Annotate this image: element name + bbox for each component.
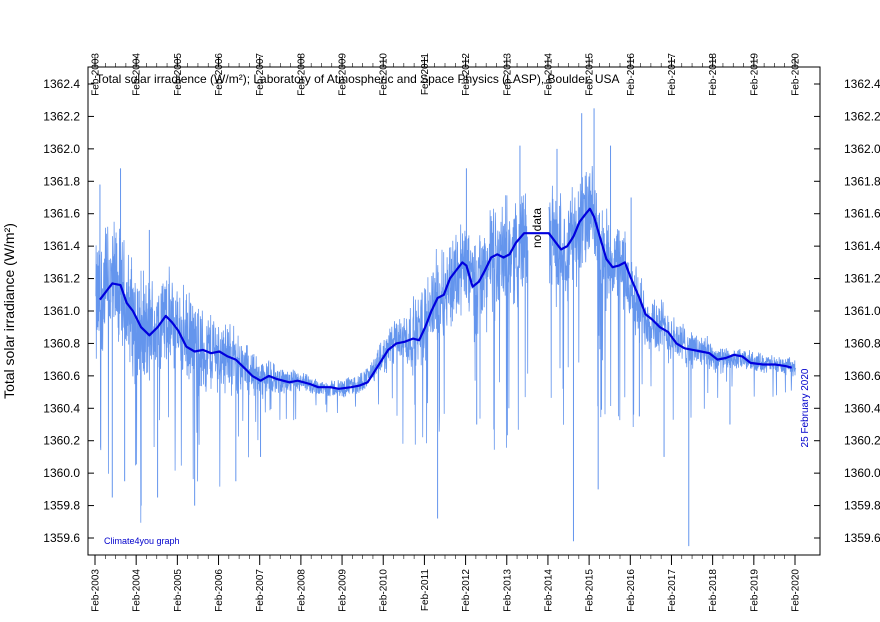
y-tick-label-left: 1359.6 [43, 531, 80, 545]
x-tick-label-bottom: Feb-2012 [461, 569, 472, 612]
x-tick-label-bottom: Feb-2004 [132, 569, 143, 612]
y-tick-label-left: 1362.2 [43, 109, 80, 123]
x-tick-label-bottom: Feb-2013 [502, 569, 513, 612]
y-tick-label-right: 1360.2 [844, 434, 880, 448]
y-tick-label-left: 1360.4 [43, 401, 80, 415]
x-tick-label-top: Feb-2007 [255, 53, 266, 96]
x-tick-label-top: Feb-2006 [214, 53, 225, 96]
y-tick-label-right: 1361.0 [844, 304, 880, 318]
x-tick-label-top: Feb-2012 [461, 53, 472, 96]
date-label: 25 February 2020 [800, 368, 811, 447]
x-tick-label-bottom: Feb-2019 [749, 569, 760, 612]
x-tick-label-bottom: Feb-2006 [214, 569, 225, 612]
x-tick-label-top: Feb-2013 [502, 53, 513, 96]
x-tick-label-bottom: Feb-2016 [626, 569, 637, 612]
x-tick-label-bottom: Feb-2005 [173, 569, 184, 612]
x-tick-label-bottom: Feb-2017 [667, 569, 678, 612]
x-tick-label-bottom: Feb-2020 [791, 569, 802, 612]
x-tick-label-bottom: Feb-2009 [338, 569, 349, 612]
daily-irradiance-line [95, 165, 797, 523]
y-tick-label-left: 1360.6 [43, 369, 80, 383]
daily-series [95, 108, 797, 547]
x-tick-label-top: Feb-2015 [585, 53, 596, 96]
running-mean-series [99, 207, 792, 390]
y-tick-label-right: 1359.6 [844, 531, 880, 545]
y-tick-label-right: 1360.0 [844, 466, 880, 480]
x-tick-label-top: Feb-2014 [543, 53, 554, 96]
y-tick-label-left: 1360.0 [43, 466, 80, 480]
x-tick-label-top: Feb-2020 [791, 53, 802, 96]
plot-frame [87, 66, 821, 556]
y-tick-label-right: 1362.4 [844, 77, 880, 91]
x-tick-label-top: Feb-2011 [420, 53, 431, 96]
x-tick-label-top: Feb-2005 [173, 53, 184, 96]
x-tick-label-top: Feb-2016 [626, 53, 637, 96]
x-tick-label-top: Feb-2017 [667, 53, 678, 96]
y-tick-label-right: 1360.8 [844, 336, 880, 350]
x-tick-label-bottom: Feb-2007 [255, 569, 266, 612]
y-tick-label-left: 1360.8 [43, 336, 80, 350]
axes: 1359.6 1359.6 1359.8 1359.8 1360.0 1360.0 1360… [43, 53, 880, 612]
y-tick-label-left: 1361.0 [43, 304, 80, 318]
x-tick-label-top: Feb-2009 [338, 53, 349, 96]
y-tick-label-left: 1359.8 [43, 499, 80, 513]
y-tick-label-left: 1361.4 [43, 239, 80, 253]
x-tick-label-bottom: Feb-2015 [585, 569, 596, 612]
y-tick-label-left: 1361.2 [43, 272, 80, 286]
y-tick-label-right: 1361.6 [844, 207, 880, 221]
x-tick-label-top: Feb-2003 [91, 53, 102, 96]
y-tick-label-right: 1361.8 [844, 174, 880, 188]
y-tick-label-left: 1362.4 [43, 77, 80, 91]
x-tick-label-bottom: Feb-2011 [420, 569, 431, 612]
x-tick-label-bottom: Feb-2018 [708, 569, 719, 612]
y-axis-title: Total solar irradiance (W/m²) [1, 223, 17, 399]
running-mean-line [99, 207, 792, 390]
x-tick-label-top: Feb-2010 [379, 53, 390, 96]
x-tick-label-bottom: Feb-2003 [91, 569, 102, 612]
y-tick-label-right: 1361.2 [844, 272, 880, 286]
x-tick-label-bottom: Feb-2008 [296, 569, 307, 612]
x-tick-label-bottom: Feb-2014 [543, 569, 554, 612]
y-tick-label-right: 1361.4 [844, 239, 880, 253]
x-tick-label-top: Feb-2004 [132, 53, 143, 96]
no-data-label: no data [530, 208, 544, 248]
credit-label: Climate4you graph [104, 536, 180, 546]
chart-title: Total solar irradience (W/m²); Laborator… [96, 72, 620, 86]
y-tick-label-right: 1360.4 [844, 401, 880, 415]
x-tick-label-bottom: Feb-2010 [379, 569, 390, 612]
x-tick-label-top: Feb-2018 [708, 53, 719, 96]
y-tick-label-left: 1361.6 [43, 207, 80, 221]
y-tick-label-right: 1362.0 [844, 142, 880, 156]
y-tick-label-left: 1362.0 [43, 142, 80, 156]
y-tick-label-right: 1360.6 [844, 369, 880, 383]
y-tick-label-right: 1359.8 [844, 499, 880, 513]
x-tick-label-top: Feb-2019 [749, 53, 760, 96]
y-tick-label-left: 1361.8 [43, 174, 80, 188]
y-tick-label-right: 1362.2 [844, 109, 880, 123]
y-tick-label-left: 1360.2 [43, 434, 80, 448]
x-tick-label-top: Feb-2008 [296, 53, 307, 96]
